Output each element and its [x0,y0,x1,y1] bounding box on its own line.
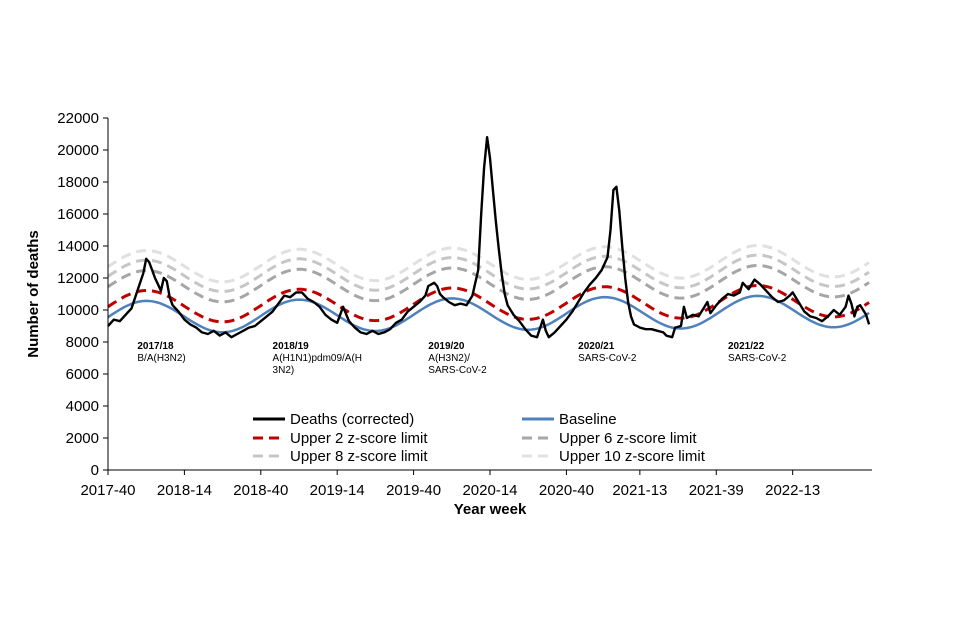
y-tick-label: 4000 [66,398,99,415]
strain-label: SARS-CoV-2 [578,353,637,364]
legend-item-upper2: Upper 2 z-score limit [253,430,428,447]
series-group [107,136,871,339]
x-tick-label: 2019-40 [386,482,441,499]
baseline-line [107,294,870,334]
x-tick-labels: 2017-40 2018-14 2018-40 2019-14 2019-40 2020-… [80,470,820,499]
x-tick-label: 2017-40 [80,482,135,499]
y-tick-label: 20000 [57,142,99,159]
y-tick-label: 0 [91,462,99,479]
y-tick-label: 2000 [66,430,99,447]
legend-item-upper10: Upper 10 z-score limit [522,448,706,465]
y-tick-label: 10000 [57,302,99,319]
strain-label: SARS-CoV-2 [728,353,787,364]
legend-label: Upper 2 z-score limit [290,430,428,447]
season-annotation: 2018/19A(H1N1)pdm09/A(H3N2) [273,341,362,376]
legend-label: Deaths (corrected) [290,411,414,428]
legend-label: Baseline [559,411,617,428]
x-tick-label: 2020-40 [539,482,594,499]
x-tick-label: 2021-13 [612,482,667,499]
upper2-line [107,283,870,324]
y-tick-labels: 0 2000 4000 6000 8000 10000 12000 14000 16000 180… [57,110,108,479]
y-axis-title: Number of deaths [25,230,42,358]
upper10-line [107,243,870,284]
strain-label: A(H1N1)pdm09/A(H [273,353,362,364]
y-tick-label: 6000 [66,366,99,383]
y-tick-label: 14000 [57,238,99,255]
season-annotation: 2019/20A(H3N2)/SARS-CoV-2 [428,341,487,376]
strain-label: A(H3N2)/ [428,353,470,364]
season-label: 2021/22 [728,341,765,352]
x-tick-label: 2019-14 [310,482,365,499]
deaths-line [107,136,871,339]
legend-label: Upper 8 z-score limit [290,448,428,465]
y-tick-label: 8000 [66,334,99,351]
y-tick-label: 12000 [57,270,99,287]
strain-label: 3N2) [273,365,295,376]
x-tick-label: 2021-39 [689,482,744,499]
strain-label: B/A(H3N2) [137,353,185,364]
season-annotation: 2017/18B/A(H3N2) [137,341,185,364]
season-label: 2018/19 [273,341,310,352]
x-tick-label: 2020-14 [462,482,517,499]
legend-item-deaths: Deaths (corrected) [253,411,414,428]
legend-label: Upper 6 z-score limit [559,430,697,447]
season-label: 2017/18 [137,341,174,352]
upper6-line [107,263,870,304]
x-tick-label: 2018-14 [157,482,212,499]
legend-item-upper6: Upper 6 z-score limit [522,430,697,447]
upper8-line [107,253,870,294]
legend-item-upper8: Upper 8 z-score limit [253,448,428,465]
legend: Deaths (corrected) Baseline Upper 2 z-scor… [253,411,706,465]
season-annotations: 2017/18B/A(H3N2) 2018/19A(H1N1)pdm09/A(H3… [137,341,786,376]
season-label: 2020/21 [578,341,615,352]
season-label: 2019/20 [428,341,465,352]
x-axis-title: Year week [454,501,527,518]
legend-label: Upper 10 z-score limit [559,448,706,465]
x-tick-label: 2018-40 [233,482,288,499]
legend-item-baseline: Baseline [522,411,617,428]
x-tick-label: 2022-13 [765,482,820,499]
y-tick-label: 18000 [57,174,99,191]
y-tick-label: 16000 [57,206,99,223]
y-tick-label: 22000 [57,110,99,127]
strain-label: SARS-CoV-2 [428,365,487,376]
